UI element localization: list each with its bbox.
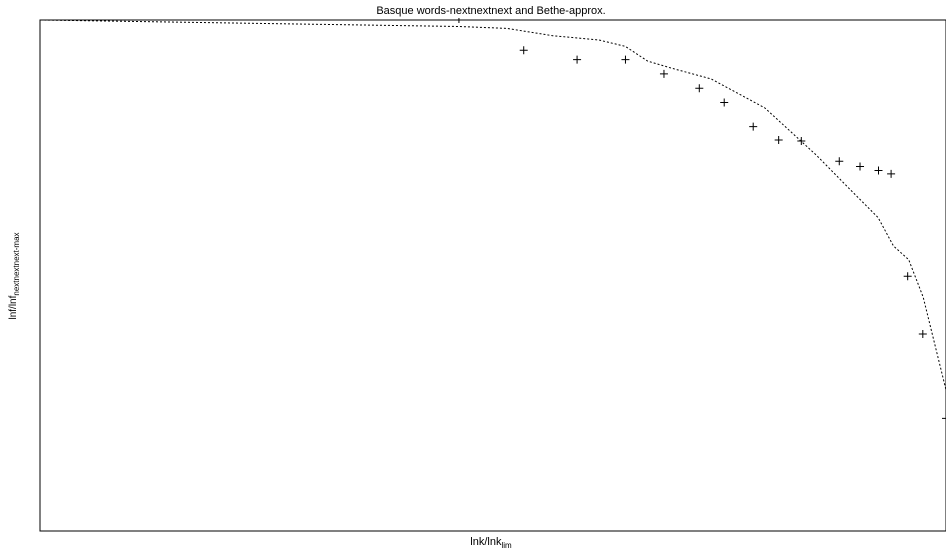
data-point bbox=[887, 169, 896, 178]
data-point bbox=[874, 166, 883, 175]
x-axis-label-main: lnk/lnk bbox=[470, 536, 502, 548]
data-point bbox=[749, 122, 758, 131]
data-point bbox=[903, 272, 912, 281]
data-point bbox=[695, 84, 704, 93]
bethe-approx-line bbox=[39, 19, 946, 391]
data-point bbox=[659, 69, 668, 78]
data-point bbox=[797, 137, 806, 146]
plot-frame bbox=[39, 19, 946, 532]
data-point bbox=[621, 55, 630, 64]
data-point bbox=[720, 98, 729, 107]
y-axis-label-main: lnf/lnf bbox=[8, 295, 19, 319]
x-axis-label-sub: lim bbox=[501, 541, 512, 550]
data-point bbox=[573, 55, 582, 64]
chart-title: Basque words-nextnextnext and Bethe-appr… bbox=[376, 5, 605, 17]
data-point bbox=[774, 136, 783, 145]
data-point bbox=[835, 157, 844, 166]
data-point bbox=[856, 162, 865, 171]
x-axis-label: lnk/lnklim bbox=[470, 536, 512, 550]
bethe-approx-curve-group bbox=[39, 19, 946, 391]
y-axis-label-sub: nextnextnext-max bbox=[12, 232, 21, 295]
y-axis-label: lnf/lnfnextnextnext-max bbox=[8, 232, 21, 319]
data-point bbox=[942, 414, 946, 423]
data-point bbox=[918, 329, 927, 338]
data-points-group bbox=[519, 46, 946, 423]
data-point bbox=[519, 46, 528, 55]
